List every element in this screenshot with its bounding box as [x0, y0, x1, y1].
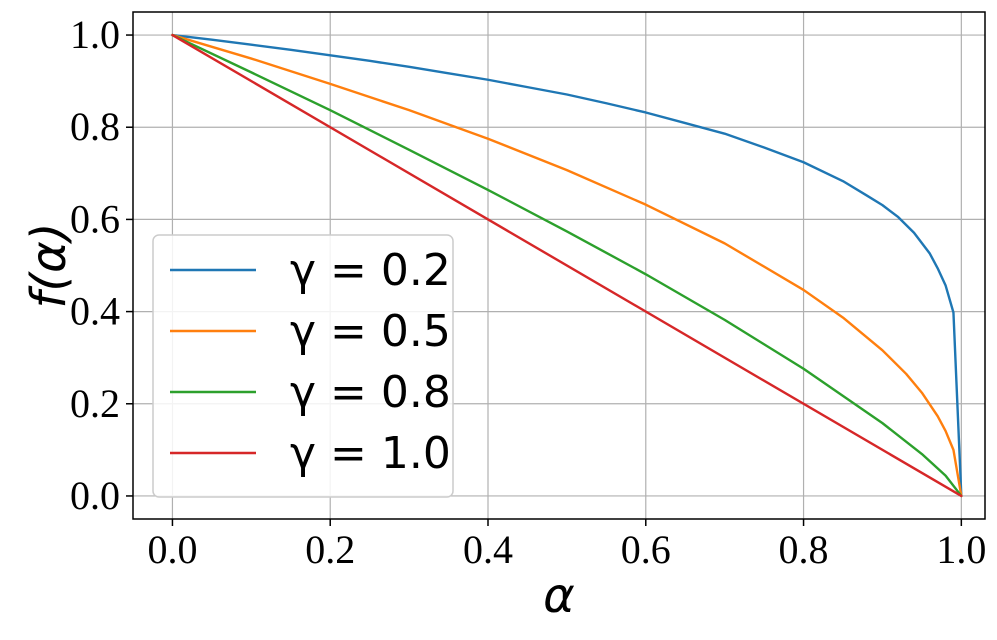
x-tick-label: 0.4 — [463, 527, 513, 572]
x-axis-title: α — [543, 568, 575, 624]
legend-label-1: γ = 0.5 — [290, 306, 451, 357]
y-tick-label: 0.6 — [70, 196, 120, 241]
legend-box — [152, 234, 454, 498]
plot-frame — [132, 11, 986, 520]
x-tick-label: 0.6 — [621, 527, 671, 572]
y-tick-label: 0.0 — [70, 473, 120, 518]
x-tick-label: 1.0 — [936, 527, 986, 572]
y-axis-title: f(α) — [21, 223, 77, 309]
ticks: 0.0 0.2 0.4 0.6 0.8 1.0 0.0 0.2 0.4 0.6 0.8 1.0 — [70, 12, 986, 572]
y-tick-label: 0.2 — [70, 381, 120, 426]
y-tick-label: 0.8 — [70, 104, 120, 149]
series-line-3 — [171, 33, 963, 498]
x-tick-label: 0.2 — [305, 527, 355, 572]
legend: γ = 0.2 γ = 0.5 γ = 0.8 γ = 1.0 — [152, 234, 454, 498]
x-tick-label: 0.0 — [147, 527, 197, 572]
legend-label-0: γ = 0.2 — [290, 245, 451, 296]
series-line-0 — [171, 33, 963, 498]
series-line-1 — [171, 33, 963, 498]
legend-label-2: γ = 0.8 — [290, 367, 451, 418]
series-layer — [171, 33, 963, 498]
y-tick-label: 1.0 — [70, 12, 120, 57]
series-line-2 — [171, 33, 963, 498]
legend-label-3: γ = 1.0 — [290, 428, 451, 479]
x-tick-label: 0.8 — [779, 527, 829, 572]
y-tick-label: 0.4 — [70, 289, 120, 334]
